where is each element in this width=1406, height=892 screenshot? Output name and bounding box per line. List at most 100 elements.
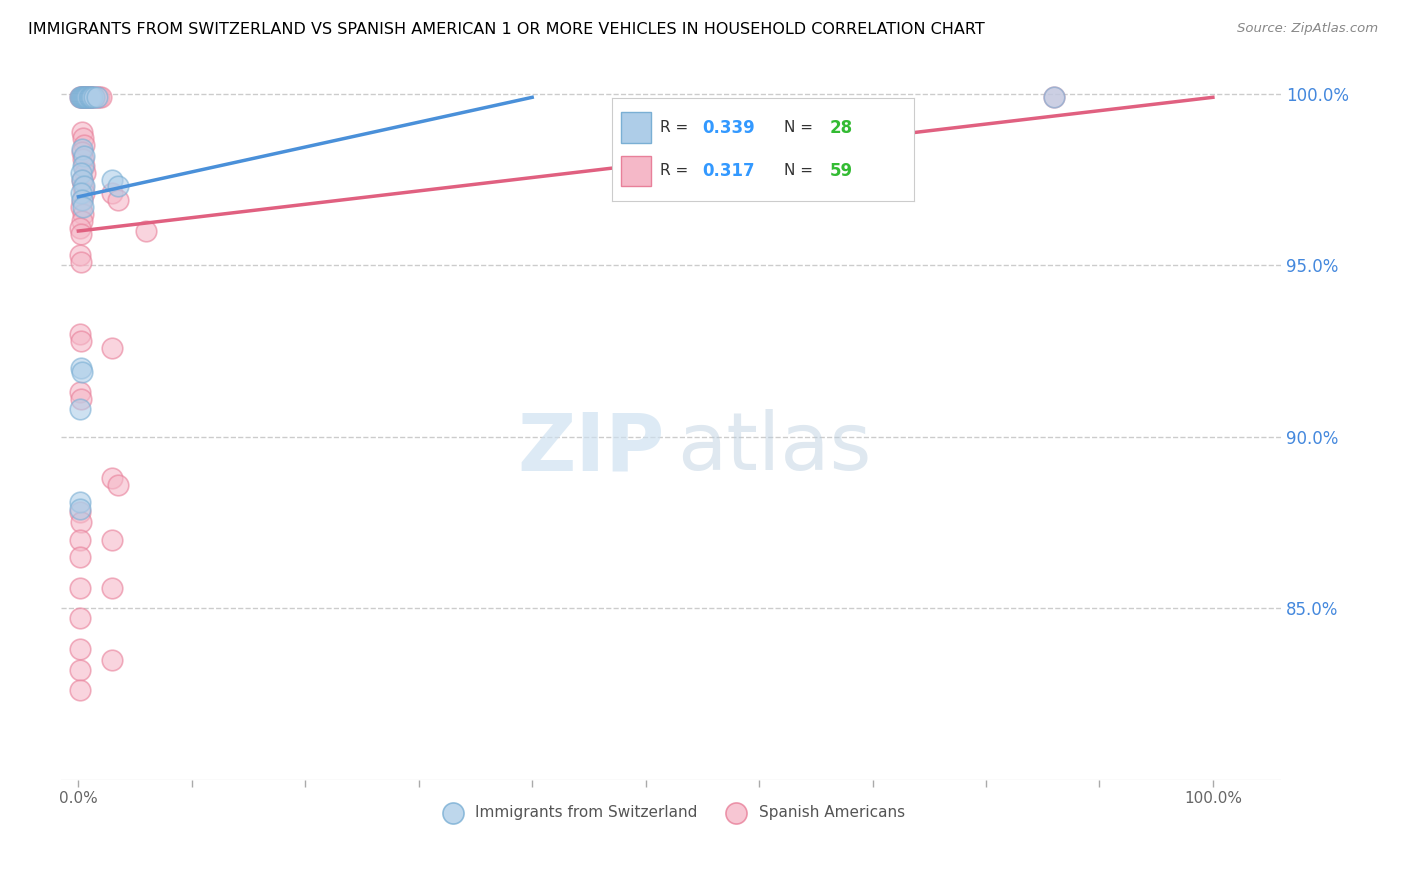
Point xyxy=(101,172,124,186)
Point xyxy=(77,90,100,104)
Point xyxy=(70,125,93,139)
Point xyxy=(83,90,105,104)
Point xyxy=(69,90,91,104)
Point xyxy=(69,186,91,201)
Point xyxy=(69,385,91,400)
Point xyxy=(72,90,94,104)
Point xyxy=(69,392,91,406)
Point xyxy=(79,90,101,104)
Point xyxy=(76,90,98,104)
Point xyxy=(73,138,96,153)
Text: R =: R = xyxy=(659,163,693,178)
Point xyxy=(69,248,91,262)
Point xyxy=(69,90,91,104)
Point xyxy=(70,193,93,207)
Point xyxy=(72,179,94,194)
Point xyxy=(135,224,157,238)
Point xyxy=(69,227,91,242)
Point xyxy=(75,166,97,180)
Text: R =: R = xyxy=(659,120,693,136)
Point xyxy=(69,516,91,530)
Point xyxy=(73,186,96,201)
Point xyxy=(75,90,97,104)
Point xyxy=(70,172,93,186)
Point xyxy=(80,90,103,104)
Point xyxy=(69,90,91,104)
Text: 0.339: 0.339 xyxy=(703,119,755,136)
Point xyxy=(70,142,93,156)
Point xyxy=(70,365,93,379)
Point xyxy=(80,90,103,104)
Point xyxy=(86,90,108,104)
Point xyxy=(73,90,96,104)
Text: ZIP: ZIP xyxy=(517,409,665,487)
Point xyxy=(73,159,96,173)
Point xyxy=(70,90,93,104)
Text: N =: N = xyxy=(785,163,818,178)
Point xyxy=(69,663,91,677)
Point xyxy=(76,90,98,104)
Point xyxy=(70,90,93,104)
Point xyxy=(73,148,96,162)
Point xyxy=(73,179,96,194)
Point xyxy=(1043,90,1066,104)
Legend: Immigrants from Switzerland, Spanish Americans: Immigrants from Switzerland, Spanish Ame… xyxy=(432,798,911,826)
Text: N =: N = xyxy=(785,120,818,136)
Point xyxy=(69,642,91,657)
Point xyxy=(101,471,124,485)
Point xyxy=(70,193,93,207)
Point xyxy=(73,90,96,104)
Point xyxy=(80,90,103,104)
Point xyxy=(75,90,97,104)
Point xyxy=(86,90,108,104)
Point xyxy=(107,477,129,491)
Point xyxy=(69,334,91,348)
Text: 59: 59 xyxy=(830,162,852,180)
Point xyxy=(72,90,94,104)
Bar xyxy=(620,155,651,186)
Point xyxy=(70,145,93,160)
Point xyxy=(72,159,94,173)
Point xyxy=(69,549,91,564)
Point xyxy=(69,166,91,180)
Point xyxy=(80,90,103,104)
Point xyxy=(75,90,97,104)
Point xyxy=(69,533,91,547)
Point xyxy=(77,90,100,104)
Point xyxy=(107,193,129,207)
Point xyxy=(72,131,94,145)
Point xyxy=(69,402,91,417)
Point xyxy=(69,581,91,595)
Bar xyxy=(620,112,651,144)
Point xyxy=(69,220,91,235)
Point xyxy=(87,90,110,104)
Text: 28: 28 xyxy=(830,119,852,136)
Text: IMMIGRANTS FROM SWITZERLAND VS SPANISH AMERICAN 1 OR MORE VEHICLES IN HOUSEHOLD : IMMIGRANTS FROM SWITZERLAND VS SPANISH A… xyxy=(28,22,984,37)
Point xyxy=(69,326,91,341)
Point xyxy=(107,179,129,194)
Point xyxy=(69,200,91,214)
Point xyxy=(83,90,105,104)
Point xyxy=(101,186,124,201)
Point xyxy=(1043,90,1066,104)
Point xyxy=(70,172,93,186)
Point xyxy=(69,90,91,104)
Point xyxy=(90,90,112,104)
Point xyxy=(75,90,97,104)
Point xyxy=(69,361,91,376)
Point xyxy=(101,652,124,666)
Text: atlas: atlas xyxy=(678,409,872,487)
Point xyxy=(72,200,94,214)
Text: Source: ZipAtlas.com: Source: ZipAtlas.com xyxy=(1237,22,1378,36)
Point xyxy=(72,152,94,166)
Point xyxy=(101,581,124,595)
Point xyxy=(72,207,94,221)
Point xyxy=(69,683,91,698)
Point xyxy=(69,505,91,519)
Text: 0.317: 0.317 xyxy=(703,162,755,180)
Point xyxy=(69,255,91,269)
Point xyxy=(69,495,91,509)
Point xyxy=(69,611,91,625)
Point xyxy=(79,90,101,104)
Point xyxy=(101,533,124,547)
